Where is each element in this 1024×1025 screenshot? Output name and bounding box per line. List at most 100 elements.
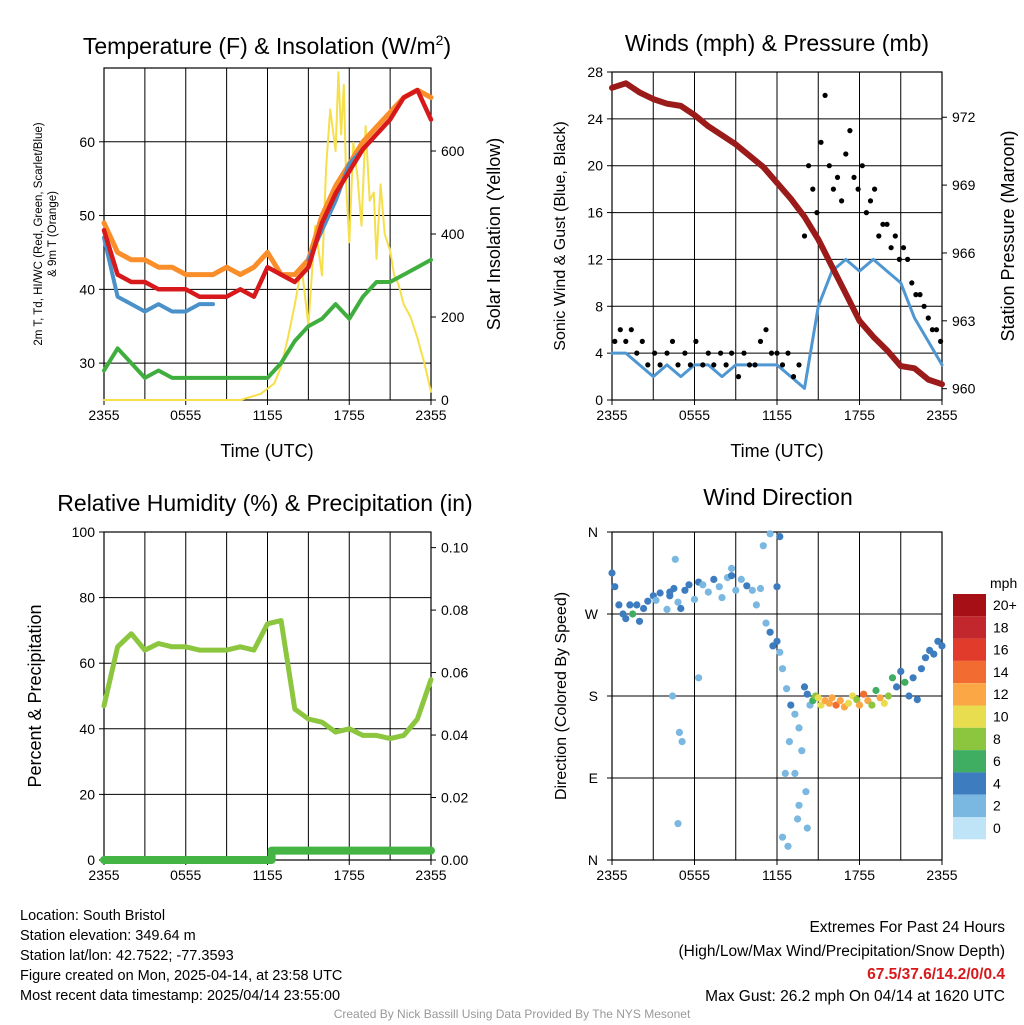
gust-point — [843, 151, 849, 157]
colorbar-swatch — [953, 594, 986, 617]
p1-xtick-label: 0555 — [170, 407, 201, 423]
wind-direction-point — [611, 583, 619, 591]
wind-direction-point — [633, 601, 641, 609]
p1-y2label: Solar Insolation (Yellow) — [484, 138, 504, 330]
extremes-title: Extremes For Past 24 Hours — [809, 919, 1005, 936]
p4-xtick-label: 0555 — [679, 867, 710, 883]
wind-direction-point — [844, 699, 853, 707]
gust-point — [652, 350, 658, 356]
wind-direction-point — [872, 686, 880, 695]
wind-direction-point — [675, 728, 684, 737]
wind-direction-point — [695, 674, 703, 682]
p2-xtick-label: 0555 — [679, 407, 710, 423]
wind-direction-point — [814, 694, 822, 702]
gust-point — [834, 174, 841, 180]
gust-point — [925, 315, 931, 321]
p4-xtick-label: 1755 — [844, 867, 875, 883]
gust-point — [896, 256, 903, 262]
wind-direction-point — [626, 601, 634, 609]
wind-direction-point — [785, 738, 794, 746]
green-temp-line — [102, 257, 433, 380]
p2-ytick-label: 20 — [587, 158, 603, 174]
p4-ytick-label: N — [588, 524, 598, 540]
gust-point — [913, 292, 919, 298]
p3-xtick-label: 2355 — [88, 867, 119, 883]
wind-direction-point — [608, 569, 616, 577]
gust-point — [806, 163, 812, 169]
p3-y2tick-label: 0.08 — [441, 602, 468, 618]
wind-direction-point — [836, 697, 844, 705]
colorbar-swatch — [953, 705, 986, 728]
p2-xtick-label: 2355 — [596, 407, 627, 423]
p2-y2tick-label: 966 — [952, 245, 976, 261]
wind-direction-point — [930, 650, 938, 658]
p1-y2tick-label: 600 — [441, 143, 465, 159]
wind-direction-point — [671, 555, 679, 563]
wind-direction-point — [901, 678, 909, 686]
precip-line — [100, 846, 435, 864]
colorbar-label: 0 — [993, 820, 1001, 836]
gust-point — [639, 338, 645, 344]
wind-direction-point — [773, 583, 781, 591]
winds-pressure-panel: Winds (mph) & Pressure (mb) 2355 0555 1155 1… — [552, 30, 1018, 461]
wind-direction-point — [766, 530, 774, 538]
colorbar-swatch — [953, 660, 986, 684]
wind-direction-point — [897, 667, 905, 676]
wind-direction-point — [681, 586, 689, 594]
colorbar-label: 4 — [993, 775, 1001, 791]
p1-xtick-label: 2355 — [415, 407, 446, 423]
p1-ytick-label: 50 — [79, 208, 95, 224]
p3-ytick-label: 0 — [87, 852, 95, 868]
colorbar-swatch — [953, 794, 986, 817]
wind-direction-point — [766, 628, 774, 636]
wind-direction-point — [663, 605, 671, 614]
wind-direction-point — [690, 595, 699, 604]
gust-point — [851, 174, 857, 180]
wind-direction-point — [776, 648, 784, 656]
gust-point — [839, 198, 845, 204]
gust-point — [863, 210, 870, 216]
gust-point — [774, 350, 780, 356]
colorbar-swatch — [953, 817, 986, 840]
wind-direction-point — [853, 696, 861, 704]
p1-ylabel-line1: 2m T, Td, HI/WC (Red, Green, Scarlet/Blu… — [33, 122, 45, 345]
p2-ylabel: Sonic Wind & Gust (Blue, Black) — [552, 121, 569, 350]
wind-direction-point — [876, 694, 884, 702]
p1-y2tick-label: 200 — [441, 309, 465, 325]
wind-direction-point — [783, 685, 791, 693]
recent-data-text: Most recent data timestamp: 2025/04/14 2… — [20, 988, 341, 1004]
p3-y2tick-label: 0.00 — [441, 852, 468, 868]
panel-title: Wind Direction — [703, 484, 853, 510]
colorbar-swatch — [953, 683, 986, 706]
pressure-line — [609, 80, 945, 388]
wind-direction-point — [737, 575, 745, 584]
wind-direction-point — [905, 692, 913, 700]
gust-point — [687, 362, 694, 368]
p3-xtick-label: 1155 — [252, 867, 282, 883]
gust-point — [763, 327, 769, 333]
wind-direction-point — [715, 583, 723, 591]
gust-point — [628, 327, 634, 333]
p1-ytick-label: 40 — [79, 281, 95, 297]
wind-direction-point — [615, 601, 623, 609]
wind-direction-point — [728, 572, 736, 580]
colorbar-swatch — [953, 772, 986, 795]
extremes-subtitle: (High/Low/Max Wind/Precipitation/Snow De… — [678, 943, 1006, 960]
gust-point — [723, 362, 729, 368]
wind-direction-point — [674, 598, 682, 606]
gust-point — [859, 163, 865, 169]
gust-point — [623, 338, 629, 344]
red-temp-line — [101, 87, 434, 299]
gust-point — [693, 338, 699, 344]
wind-direction-point — [888, 674, 897, 682]
p2-y2label: Station Pressure (Maroon) — [998, 130, 1018, 341]
gust-point — [826, 163, 832, 169]
p3-y2tick-label: 0.04 — [441, 727, 468, 743]
gust-point — [729, 350, 735, 356]
wind-direction-point — [803, 824, 811, 832]
wind-direction-point — [781, 769, 789, 778]
wind-direction-point — [762, 619, 770, 627]
p3-xtick-label: 2355 — [415, 867, 446, 883]
gust-point — [822, 92, 828, 98]
gust-point — [905, 256, 911, 262]
